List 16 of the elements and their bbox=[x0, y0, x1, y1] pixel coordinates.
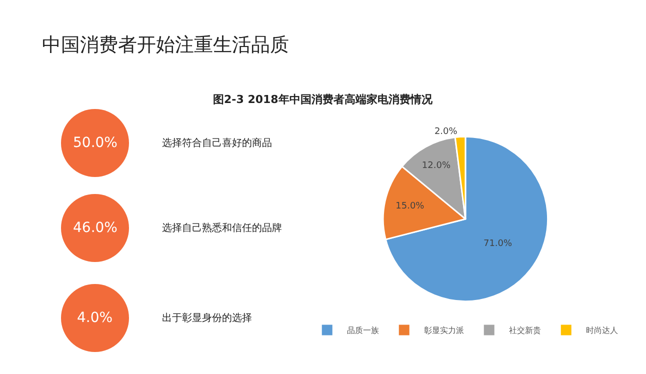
category-label: 选择符合自己喜好的商品 bbox=[162, 137, 272, 149]
text: 50.0% bbox=[73, 135, 118, 151]
legend-label: 社交新贵 bbox=[509, 326, 542, 336]
data-label: 2.0% bbox=[434, 126, 458, 137]
legend-label: 彰显实力派 bbox=[424, 326, 464, 336]
data-label: 12.0% bbox=[422, 161, 451, 172]
category-label: 出于彰显身份的选择 bbox=[162, 312, 252, 324]
legend-label: 品质一族 bbox=[347, 326, 380, 336]
text: 4.0% bbox=[77, 310, 113, 326]
text: 46.0% bbox=[73, 220, 118, 236]
text: 中国消费者开始注重生活品质 bbox=[42, 34, 289, 56]
chart-title: 图2-3 2018年中国消费者高端家电消费情况 bbox=[213, 93, 434, 106]
legend-label: 时尚达人 bbox=[586, 326, 618, 336]
category-label: 选择自己熟悉和信任的品牌 bbox=[162, 222, 282, 234]
data-label: 15.0% bbox=[396, 202, 425, 212]
data-label: 71.0% bbox=[483, 239, 513, 250]
